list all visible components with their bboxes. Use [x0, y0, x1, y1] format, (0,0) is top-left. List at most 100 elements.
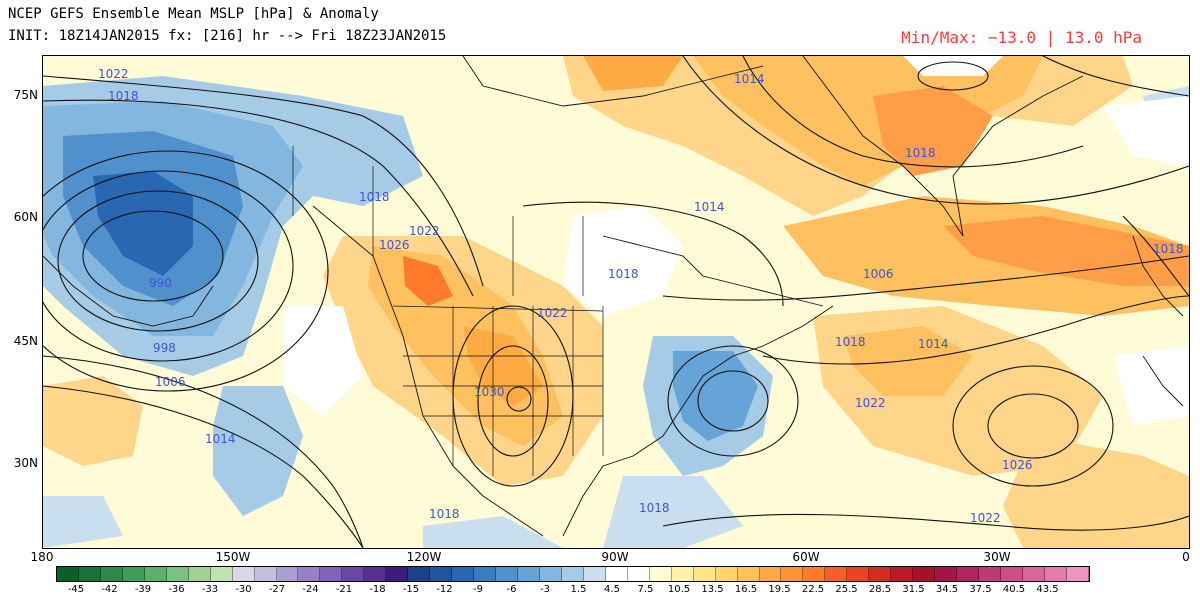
isobar-label: 1022 — [537, 306, 568, 320]
colorbar-tick-label: -21 — [335, 584, 353, 595]
colorbar-cell — [144, 567, 167, 581]
isobar-label: 1018 — [1153, 242, 1184, 256]
isobar-label: 1018 — [429, 507, 460, 521]
colorbar-cell — [671, 567, 694, 581]
lon-label-120w: 120W — [406, 550, 442, 564]
colorbar-cell — [539, 567, 562, 581]
colorbar-tick-label: 19.5 — [768, 584, 791, 595]
colorbar-cell — [869, 567, 892, 581]
isobar-label: 1006 — [863, 267, 894, 281]
colorbar-tick-label: -30 — [235, 584, 252, 595]
colorbar-cell — [803, 567, 826, 581]
lon-label-180: 180 — [30, 550, 54, 564]
colorbar-tick-label: -39 — [134, 584, 152, 595]
colorbar-tick-label: 28.5 — [868, 584, 892, 595]
colorbar-tick-label: -18 — [369, 584, 386, 595]
colorbar-cell — [210, 567, 233, 581]
isobar-label: 1018 — [608, 267, 639, 281]
colorbar-tick-label: 1.5 — [570, 584, 587, 595]
isobar-label: 1026 — [379, 238, 410, 252]
colorbar-tick-label: -33 — [201, 584, 219, 595]
colorbar-cell — [1044, 567, 1067, 581]
colorbar-tick-label: -3 — [540, 584, 550, 595]
colorbar-cell — [254, 567, 277, 581]
colorbar-cell — [979, 567, 1001, 581]
colorbar-cell — [605, 567, 628, 581]
colorbar-tick-label: 31.5 — [902, 584, 925, 595]
colorbar-cell — [759, 567, 782, 581]
isobar-label: 1022 — [98, 67, 129, 81]
coastlines — [43, 56, 1184, 537]
colorbar-cell — [913, 567, 936, 581]
isobars — [43, 56, 1189, 548]
colorbar-tick-label: 43.5 — [1036, 584, 1059, 595]
colorbar-tick-label: -45 — [67, 584, 85, 595]
lon-label-30w: 30W — [983, 550, 1011, 564]
colorbar-cell — [364, 567, 387, 581]
isobar-label: 1014 — [205, 432, 236, 446]
colorbar-tick-label: -24 — [302, 584, 319, 595]
colorbar-cell — [847, 567, 870, 581]
colorbar-cell — [496, 567, 519, 581]
lat-label-75n: 75N — [13, 88, 38, 102]
colorbar-tick-label: -9 — [473, 584, 483, 595]
isobar-label: 1026 — [1002, 458, 1033, 472]
colorbar-tick-label: 7.5 — [637, 584, 654, 595]
colorbar-tick-label: 37.5 — [969, 584, 992, 595]
colorbar-cell — [825, 567, 848, 581]
isobar-label: 1018 — [905, 146, 936, 160]
isobar-label: 1022 — [409, 224, 440, 238]
map-panel: 1022 1018 1018 1022 1026 990 998 1006 10… — [42, 55, 1190, 549]
colorbar-tick-label: 16.5 — [734, 584, 758, 595]
lat-label-60n: 60N — [13, 210, 38, 224]
colorbar-tick-label: -15 — [402, 584, 420, 595]
colorbar-cell — [891, 567, 914, 581]
colorbar-cell — [627, 567, 650, 581]
colorbar-cell — [737, 567, 760, 581]
colorbar-tick-label: 22.5 — [801, 584, 825, 595]
isobar-label: 1018 — [359, 190, 390, 204]
neutral-fill — [283, 56, 1189, 426]
colorbar-cell — [122, 567, 145, 581]
isobar-label: 1018 — [639, 501, 670, 515]
colorbar-cell — [561, 567, 584, 581]
colorbar-cell — [935, 567, 958, 581]
map-canvas: 1022 1018 1018 1022 1026 990 998 1006 10… — [43, 56, 1189, 548]
colorbar-tick-label: 4.5 — [604, 584, 620, 595]
colorbar-cell — [276, 567, 299, 581]
minmax-label: Min/Max: −13.0 | 13.0 hPa — [901, 28, 1142, 47]
colorbar-cell — [320, 567, 343, 581]
colorbar-cell — [232, 567, 255, 581]
colorbar-cell — [408, 567, 431, 581]
colorbar-cell — [957, 567, 980, 581]
colorbar-tick-label: -36 — [168, 584, 185, 595]
isobar-label: 1030 — [474, 385, 505, 399]
colorbar-tick-label: 25.5 — [835, 584, 858, 595]
colorbar-cell — [1022, 567, 1045, 581]
colorbar — [56, 566, 1090, 582]
isobar-labels: 1022 1018 1018 1022 1026 990 998 1006 10… — [98, 67, 1184, 525]
colorbar-cell — [583, 567, 606, 581]
colorbar-cell — [100, 567, 123, 581]
positive-anomaly-fill — [43, 56, 1189, 548]
colorbar-tick-label: -42 — [101, 584, 118, 595]
colorbar-cell — [166, 567, 189, 581]
colorbar-cell — [430, 567, 453, 581]
isobar-label: 1014 — [694, 200, 725, 214]
colorbar-cell — [57, 567, 79, 581]
colorbar-cell — [474, 567, 497, 581]
colorbar-tick-label: 34.5 — [935, 584, 959, 595]
colorbar-tick-label: -12 — [436, 584, 453, 595]
colorbar-cell — [693, 567, 716, 581]
colorbar-cell — [188, 567, 211, 581]
colorbar-tick-label: -6 — [506, 584, 517, 595]
lat-label-30n: 30N — [13, 456, 38, 470]
isobar-label: 1022 — [970, 511, 1001, 525]
colorbar-tick-label: 10.5 — [667, 584, 691, 595]
colorbar-cell — [452, 567, 475, 581]
isobar-label: 1018 — [108, 89, 139, 103]
political-borders — [292, 146, 604, 476]
isobar-label: 998 — [153, 341, 176, 355]
lat-label-45n: 45N — [13, 334, 38, 348]
isobar-label: 1018 — [835, 335, 866, 349]
